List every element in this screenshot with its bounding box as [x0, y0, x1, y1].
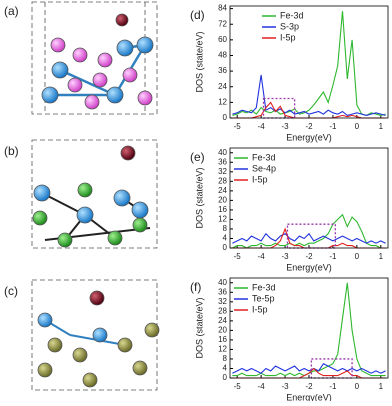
y-tick-label: 28	[218, 176, 227, 185]
highlight-box	[262, 97, 296, 119]
y-tick-label: 0	[223, 113, 228, 122]
y-tick-label: 16	[218, 335, 227, 344]
structure-c	[31, 279, 160, 391]
x-tick-label: 1	[379, 382, 384, 391]
panel-label: (b)	[4, 144, 19, 158]
plot-frame	[229, 5, 389, 119]
y-tick-label: 28	[218, 306, 227, 315]
plot-frame	[229, 277, 389, 379]
highlight-box	[286, 223, 336, 249]
series-line	[232, 11, 386, 116]
legend-label: Fe-3d	[252, 152, 276, 162]
legend-label: S-3p	[280, 21, 299, 31]
y-tick-label: 4	[223, 234, 228, 243]
y-tick-label: 12	[218, 97, 227, 106]
x-tick-label: -1	[329, 382, 337, 391]
x-axis-label: Energy(eV)	[286, 262, 332, 272]
x-tick-label: 0	[355, 252, 360, 261]
legend-label: Se-4p	[252, 163, 276, 173]
y-tick-label: 20	[218, 195, 227, 204]
y-tick-label: 32	[218, 297, 227, 306]
x-tick-label: -5	[234, 122, 242, 131]
panel-label: (c)	[4, 284, 18, 298]
panel-label: (e)	[190, 150, 205, 164]
x-tick-label: -2	[305, 252, 313, 261]
y-tick-label: 12	[218, 345, 227, 354]
y-tick-label: 24	[218, 186, 227, 195]
x-tick-label: -3	[281, 122, 289, 131]
y-tick-label: 16	[218, 205, 227, 214]
series-line	[232, 213, 386, 249]
x-tick-label: -4	[258, 382, 266, 391]
x-tick-label: -4	[258, 122, 266, 131]
series-line	[232, 232, 386, 244]
y-tick-label: 8	[223, 224, 228, 233]
y-tick-label: 84	[218, 4, 227, 13]
y-tick-label: 36	[218, 157, 227, 166]
x-tick-label: 0	[355, 122, 360, 131]
y-tick-label: 0	[223, 373, 228, 382]
x-axis-label: Energy(eV)	[286, 132, 332, 142]
structure-a	[31, 1, 158, 115]
x-tick-label: 1	[379, 122, 384, 131]
x-axis-label: Energy(eV)	[286, 392, 332, 401]
y-tick-label: 36	[218, 287, 227, 296]
y-axis-label: DOS (state/eV)	[194, 297, 204, 358]
x-tick-label: -3	[281, 382, 289, 391]
x-tick-label: -5	[234, 252, 242, 261]
legend-label: Fe-3d	[252, 282, 276, 292]
y-tick-label: 24	[218, 82, 227, 91]
series-line	[232, 74, 386, 117]
x-tick-label: 1	[379, 252, 384, 261]
y-tick-label: 36	[218, 66, 227, 75]
x-tick-label: -5	[234, 382, 242, 391]
legend-label: Fe-3d	[280, 10, 304, 20]
y-tick-label: 72	[218, 19, 227, 28]
panel-label: (d)	[190, 8, 205, 22]
plot-frame	[229, 147, 389, 249]
series-line	[232, 362, 386, 374]
y-tick-label: 60	[218, 35, 227, 44]
y-axis-label: DOS (state/eV)	[194, 167, 204, 228]
x-tick-label: -3	[281, 252, 289, 261]
y-tick-label: 48	[218, 51, 227, 60]
structure-b	[31, 139, 158, 249]
y-tick-label: 40	[218, 278, 227, 287]
panel-label: (f)	[190, 280, 201, 294]
y-tick-label: 8	[223, 354, 228, 363]
x-tick-label: -2	[305, 382, 313, 391]
legend-label: I-5p	[252, 304, 268, 314]
y-tick-label: 20	[218, 325, 227, 334]
panel-label: (a)	[4, 4, 19, 18]
x-tick-label: -4	[258, 252, 266, 261]
x-tick-label: -1	[329, 252, 337, 261]
legend-label: I-5p	[252, 174, 268, 184]
legend-label: Te-5p	[252, 293, 275, 303]
legend-label: I-5p	[280, 32, 296, 42]
y-tick-label: 0	[223, 243, 228, 252]
y-tick-label: 4	[223, 364, 228, 373]
y-axis-label: DOS (state/eV)	[194, 31, 204, 92]
y-tick-label: 12	[218, 215, 227, 224]
y-tick-label: 24	[218, 316, 227, 325]
y-tick-label: 32	[218, 167, 227, 176]
x-tick-label: -2	[305, 122, 313, 131]
x-tick-label: -1	[329, 122, 337, 131]
y-tick-label: 40	[218, 148, 227, 157]
x-tick-label: 0	[355, 382, 360, 391]
